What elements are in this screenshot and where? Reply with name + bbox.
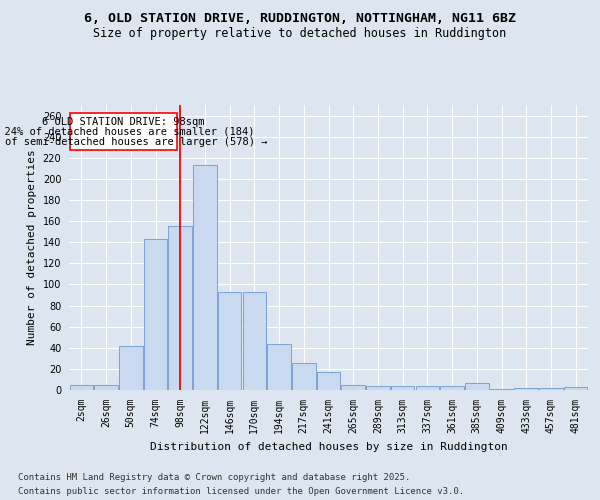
Bar: [268, 344, 291, 390]
Bar: [94, 384, 118, 390]
Bar: [440, 386, 464, 390]
Y-axis label: Number of detached properties: Number of detached properties: [27, 150, 37, 346]
Text: Contains public sector information licensed under the Open Government Licence v3: Contains public sector information licen…: [18, 486, 464, 496]
Text: 6, OLD STATION DRIVE, RUDDINGTON, NOTTINGHAM, NG11 6BZ: 6, OLD STATION DRIVE, RUDDINGTON, NOTTIN…: [84, 12, 516, 26]
Text: 6 OLD STATION DRIVE: 98sqm: 6 OLD STATION DRIVE: 98sqm: [42, 116, 205, 126]
Bar: [490, 389, 513, 390]
Bar: [539, 388, 563, 390]
Text: Contains HM Land Registry data © Crown copyright and database right 2025.: Contains HM Land Registry data © Crown c…: [18, 473, 410, 482]
Bar: [70, 384, 93, 390]
Text: Distribution of detached houses by size in Ruddington: Distribution of detached houses by size …: [150, 442, 508, 452]
Bar: [564, 387, 587, 390]
Bar: [341, 384, 365, 390]
Bar: [119, 346, 143, 390]
Bar: [514, 388, 538, 390]
Text: 75% of semi-detached houses are larger (578) →: 75% of semi-detached houses are larger (…: [0, 138, 267, 147]
Bar: [391, 386, 415, 390]
Bar: [169, 226, 192, 390]
Bar: [292, 362, 316, 390]
Bar: [193, 165, 217, 390]
Bar: [144, 239, 167, 390]
Bar: [465, 382, 488, 390]
Bar: [366, 386, 389, 390]
Bar: [242, 292, 266, 390]
Bar: [317, 372, 340, 390]
Bar: [218, 292, 241, 390]
FancyBboxPatch shape: [70, 114, 176, 150]
Text: ← 24% of detached houses are smaller (184): ← 24% of detached houses are smaller (18…: [0, 127, 254, 137]
Bar: [416, 386, 439, 390]
Text: Size of property relative to detached houses in Ruddington: Size of property relative to detached ho…: [94, 28, 506, 40]
